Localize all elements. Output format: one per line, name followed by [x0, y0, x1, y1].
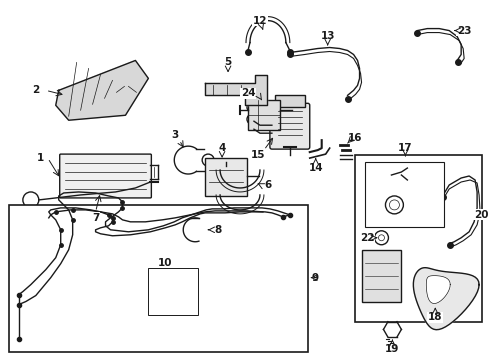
Bar [205, 158, 247, 196]
Text: 6: 6 [264, 180, 271, 190]
Bar [275, 95, 305, 107]
Text: 18: 18 [428, 312, 442, 323]
Text: 4: 4 [219, 143, 226, 153]
Bar [365, 162, 444, 227]
Bar [248, 100, 280, 130]
Text: 20: 20 [474, 210, 489, 220]
Text: 8: 8 [215, 225, 222, 235]
Polygon shape [426, 276, 450, 303]
Text: 3: 3 [172, 130, 179, 140]
Polygon shape [56, 60, 148, 120]
Text: 9: 9 [311, 273, 318, 283]
FancyBboxPatch shape [270, 103, 310, 149]
FancyBboxPatch shape [60, 154, 151, 198]
Bar [148, 268, 198, 315]
Bar [362, 250, 401, 302]
Text: 12: 12 [253, 15, 267, 26]
Text: 17: 17 [398, 143, 413, 153]
Polygon shape [205, 75, 267, 105]
Text: 23: 23 [457, 26, 471, 36]
Text: 5: 5 [224, 58, 232, 67]
Text: 7: 7 [92, 213, 99, 223]
Polygon shape [414, 268, 479, 330]
Text: 10: 10 [158, 258, 172, 268]
Bar [355, 155, 482, 323]
Text: 16: 16 [347, 133, 362, 143]
Text: 21: 21 [367, 170, 382, 180]
Text: 2: 2 [32, 85, 39, 95]
Bar [9, 205, 308, 352]
Text: 14: 14 [308, 163, 323, 173]
Text: 24: 24 [241, 88, 255, 98]
Text: 13: 13 [320, 31, 335, 41]
Text: 1: 1 [37, 153, 45, 163]
Text: 11: 11 [163, 280, 177, 291]
Text: 15: 15 [251, 150, 265, 160]
Text: 22: 22 [360, 233, 375, 243]
Text: 19: 19 [385, 345, 400, 354]
